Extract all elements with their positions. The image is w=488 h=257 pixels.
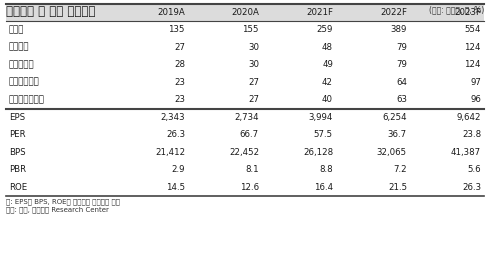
Text: 27: 27 (248, 78, 259, 87)
Text: 21.5: 21.5 (388, 183, 407, 192)
Text: 57.5: 57.5 (314, 130, 333, 139)
Text: 32,065: 32,065 (377, 148, 407, 157)
Text: 40: 40 (322, 95, 333, 104)
Text: 30: 30 (248, 43, 259, 52)
Bar (6, 4, 484, 21)
Text: (단위: 십억원, 원, %): (단위: 십억원, 원, %) (429, 5, 484, 14)
Text: 28: 28 (174, 60, 185, 69)
Text: PER: PER (9, 130, 26, 139)
Text: 27: 27 (248, 95, 259, 104)
Text: 8.1: 8.1 (245, 165, 259, 174)
Text: 124: 124 (465, 43, 481, 52)
Text: 21,412: 21,412 (155, 148, 185, 157)
Text: 26,128: 26,128 (303, 148, 333, 157)
Text: 6,254: 6,254 (383, 113, 407, 122)
Text: 389: 389 (390, 25, 407, 34)
Text: 23: 23 (174, 95, 185, 104)
Text: 124: 124 (465, 60, 481, 69)
Text: 554: 554 (465, 25, 481, 34)
Text: 매출액: 매출액 (9, 25, 24, 34)
Text: 42: 42 (322, 78, 333, 87)
Text: BPS: BPS (9, 148, 26, 157)
Text: 12.6: 12.6 (240, 183, 259, 192)
Text: 49: 49 (322, 60, 333, 69)
Text: 9,642: 9,642 (456, 113, 481, 122)
Bar (6, 21, 484, 39)
Text: 2021F: 2021F (306, 8, 333, 17)
Text: 27: 27 (174, 43, 185, 52)
Text: 2,343: 2,343 (161, 113, 185, 122)
Text: 총당기순이익: 총당기순이익 (9, 78, 40, 87)
Text: EPS: EPS (9, 113, 25, 122)
Text: 영업실적 및 주요 투자지표: 영업실적 및 주요 투자지표 (6, 5, 95, 18)
Text: 155: 155 (243, 25, 259, 34)
Text: 16.4: 16.4 (314, 183, 333, 192)
Text: 2019A: 2019A (157, 8, 185, 17)
Text: 26.3: 26.3 (166, 130, 185, 139)
Bar (6, 179, 484, 196)
Text: 7.2: 7.2 (393, 165, 407, 174)
Text: 2023F: 2023F (454, 8, 481, 17)
Text: 8.8: 8.8 (319, 165, 333, 174)
Text: PBR: PBR (9, 165, 26, 174)
Text: 36.7: 36.7 (388, 130, 407, 139)
Text: 259: 259 (317, 25, 333, 34)
Text: 64: 64 (396, 78, 407, 87)
Text: 3,994: 3,994 (308, 113, 333, 122)
Text: 79: 79 (396, 60, 407, 69)
Text: 2020A: 2020A (231, 8, 259, 17)
Text: 주: EPS와 BPS, ROE는 지배지분 기준으로 산출: 주: EPS와 BPS, ROE는 지배지분 기준으로 산출 (6, 198, 120, 205)
Text: 세전순이익: 세전순이익 (9, 60, 35, 69)
Bar (6, 39, 484, 56)
Text: 79: 79 (396, 43, 407, 52)
Text: 97: 97 (470, 78, 481, 87)
Text: 23.8: 23.8 (462, 130, 481, 139)
Text: 135: 135 (168, 25, 185, 34)
Text: 14.5: 14.5 (166, 183, 185, 192)
Text: 66.7: 66.7 (240, 130, 259, 139)
Bar (6, 56, 484, 74)
Bar (6, 161, 484, 179)
Text: 26.3: 26.3 (462, 183, 481, 192)
Text: 63: 63 (396, 95, 407, 104)
Text: 2022F: 2022F (380, 8, 407, 17)
Bar (6, 126, 484, 143)
Bar (6, 74, 484, 91)
Bar (6, 108, 484, 126)
Text: 41,387: 41,387 (451, 148, 481, 157)
Bar (6, 143, 484, 161)
Text: 영업이익: 영업이익 (9, 43, 29, 52)
Text: 지배지분순이익: 지배지분순이익 (9, 95, 45, 104)
Text: ROE: ROE (9, 183, 27, 192)
Text: 2.9: 2.9 (171, 165, 185, 174)
Text: 30: 30 (248, 60, 259, 69)
Text: 5.6: 5.6 (468, 165, 481, 174)
Text: 23: 23 (174, 78, 185, 87)
Text: 48: 48 (322, 43, 333, 52)
Text: 2,734: 2,734 (234, 113, 259, 122)
Text: 96: 96 (470, 95, 481, 104)
Text: 22,452: 22,452 (229, 148, 259, 157)
Text: 자료: 천보, 대신증권 Research Center: 자료: 천보, 대신증권 Research Center (6, 207, 109, 213)
Bar (6, 91, 484, 108)
